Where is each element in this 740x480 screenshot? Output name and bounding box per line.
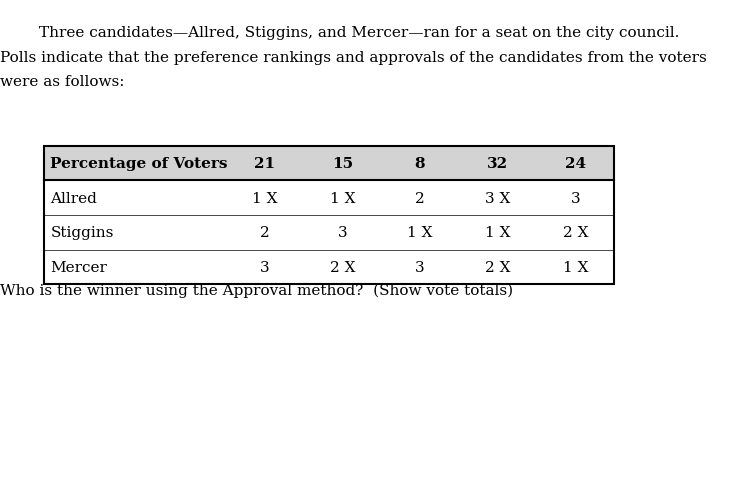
Text: 3 X: 3 X	[485, 191, 511, 205]
Text: Mercer: Mercer	[50, 260, 107, 275]
Text: were as follows:: were as follows:	[0, 74, 124, 88]
Text: Who is the winner using the Approval method?  (Show vote totals): Who is the winner using the Approval met…	[0, 283, 513, 298]
Text: 1 X: 1 X	[562, 260, 588, 275]
Text: 1 X: 1 X	[329, 191, 355, 205]
Text: 3: 3	[260, 260, 269, 275]
Text: 1 X: 1 X	[485, 226, 511, 240]
Text: 2 X: 2 X	[329, 260, 355, 275]
Text: Polls indicate that the preference rankings and approvals of the candidates from: Polls indicate that the preference ranki…	[0, 50, 707, 64]
Text: 2 X: 2 X	[485, 260, 511, 275]
Text: 2 X: 2 X	[562, 226, 588, 240]
Text: 24: 24	[565, 156, 586, 171]
Text: Three candidates—Allred, Stiggins, and Mercer—ran for a seat on the city council: Three candidates—Allred, Stiggins, and M…	[0, 26, 679, 40]
Text: 32: 32	[487, 156, 508, 171]
Text: Allred: Allred	[50, 191, 97, 205]
Text: 2: 2	[260, 226, 269, 240]
Text: 8: 8	[414, 156, 425, 171]
Text: 1 X: 1 X	[252, 191, 278, 205]
Text: 1 X: 1 X	[407, 226, 433, 240]
Text: Stiggins: Stiggins	[50, 226, 114, 240]
Text: 2: 2	[415, 191, 425, 205]
Text: 3: 3	[571, 191, 580, 205]
Text: 3: 3	[415, 260, 425, 275]
Text: 3: 3	[337, 226, 347, 240]
Text: Percentage of Voters: Percentage of Voters	[50, 156, 228, 171]
Text: 15: 15	[332, 156, 353, 171]
Text: 21: 21	[254, 156, 275, 171]
